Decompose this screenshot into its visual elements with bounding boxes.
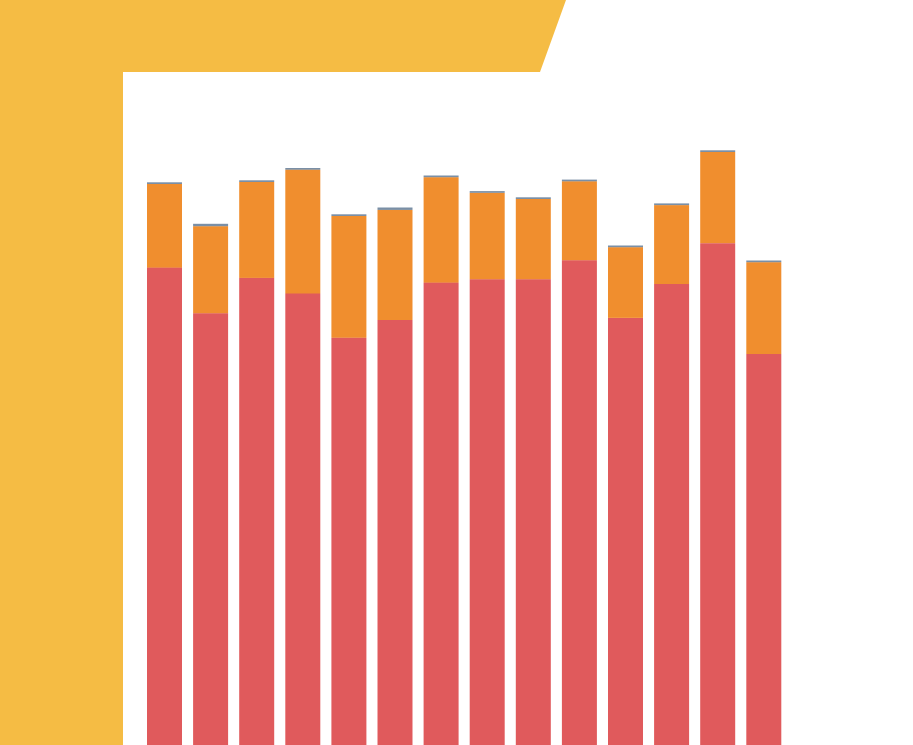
- bar-segment-s3-11: [608, 245, 643, 248]
- bar-segment-s1-1: [147, 267, 182, 745]
- bar-segment-s3-10: [561, 179, 597, 182]
- bar-segment-s1-14: [746, 354, 782, 745]
- bar-segment-s1-4: [285, 293, 321, 745]
- bar-segment-s1-9: [515, 279, 551, 745]
- bar-segment-s3-9: [515, 197, 551, 199]
- bar-segment-s1-5: [331, 337, 367, 745]
- bar-segment-s3-6: [377, 207, 413, 210]
- bar-segment-s2-14: [746, 262, 782, 354]
- bar-segment-s1-11: [608, 318, 643, 745]
- bar-segment-s1-3: [239, 277, 275, 745]
- bar-segment-s2-12: [654, 205, 690, 284]
- bar-segment-s2-2: [193, 226, 229, 314]
- bar-segment-s2-13: [700, 152, 736, 244]
- bar-segment-s3-8: [469, 191, 505, 193]
- bars-layer: [147, 150, 782, 745]
- bar-segment-s3-1: [147, 182, 182, 184]
- bar-segment-s2-1: [147, 184, 182, 268]
- bar-segment-s1-13: [700, 243, 736, 745]
- bar-segment-s1-10: [561, 260, 597, 745]
- bar-segment-s3-4: [285, 168, 321, 170]
- bar-segment-s3-3: [239, 180, 275, 182]
- bar-segment-s2-11: [608, 247, 643, 318]
- bar-segment-s3-2: [193, 223, 229, 227]
- bar-segment-s3-5: [331, 214, 367, 216]
- bar-segment-s2-6: [377, 209, 413, 320]
- bar-segment-s2-4: [285, 169, 321, 294]
- frame-shape: [0, 0, 566, 745]
- bar-segment-s2-7: [423, 177, 459, 283]
- bar-segment-s2-3: [239, 182, 275, 278]
- bar-segment-s2-10: [561, 181, 597, 261]
- bar-segment-s3-13: [700, 150, 736, 152]
- bar-segment-s1-12: [654, 284, 690, 745]
- bar-segment-s2-9: [515, 199, 551, 280]
- bar-segment-s2-5: [331, 216, 367, 338]
- bar-segment-s2-8: [469, 192, 505, 280]
- bar-segment-s3-14: [746, 260, 782, 263]
- bar-segment-s1-8: [469, 279, 505, 745]
- bar-segment-s1-7: [423, 282, 459, 745]
- bar-segment-s1-2: [193, 313, 229, 745]
- bar-segment-s1-6: [377, 320, 413, 745]
- bar-segment-s3-7: [423, 175, 459, 178]
- bar-segment-s3-12: [654, 203, 690, 206]
